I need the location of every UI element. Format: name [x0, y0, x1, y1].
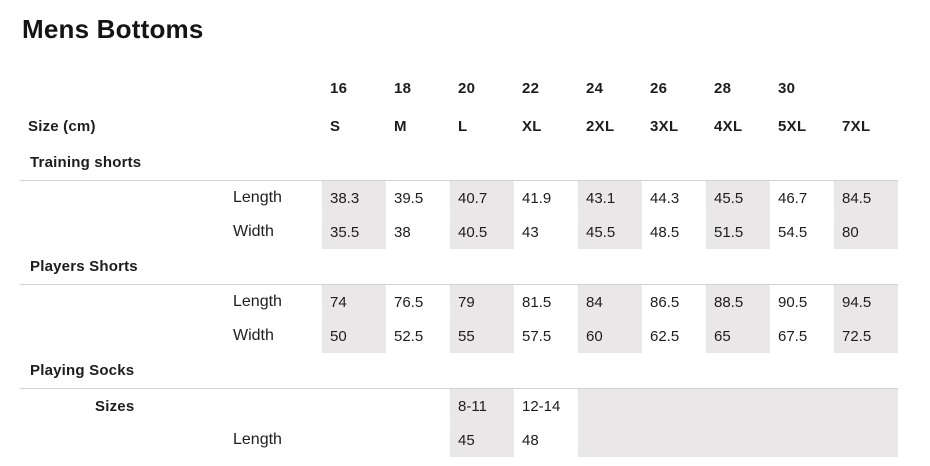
value-cell: 38	[394, 223, 411, 241]
value-cell: 72.5	[834, 319, 898, 353]
numeric-size-header-cell: 30	[778, 79, 796, 97]
size-chart-table: 16 18 20 22 24 26 28 30 Size (cm) S M L XL 2XL 3XL 4X…	[20, 69, 898, 457]
value-cell	[322, 389, 386, 423]
value-cell: 48	[522, 431, 539, 449]
letter-size-header-cell: XL	[522, 117, 542, 135]
row-label: Sizes	[95, 397, 135, 415]
value-cell: 81.5	[522, 293, 552, 311]
table-row: Length 74 76.5 79 81.5 84 86.5 88.5 90.5 94.5	[20, 285, 898, 319]
value-cell: 41.9	[522, 189, 552, 207]
row-label: Width	[233, 327, 274, 344]
numeric-size-header-row: 16 18 20 22 24 26 28 30	[20, 69, 898, 107]
value-cell: 67.5	[778, 327, 808, 345]
table-row: Length 38.3 39.5 40.7 41.9 43.1 44.3 45.5 46.7 84…	[20, 181, 898, 215]
value-cell: 12-14	[522, 397, 561, 415]
value-cell: 43.1	[578, 181, 642, 215]
value-cell: 35.5	[322, 215, 386, 249]
letter-size-header-cell: 4XL	[714, 117, 743, 135]
numeric-size-header-cell: 24	[586, 79, 604, 97]
section-title: Players Shorts	[20, 249, 898, 285]
value-cell: 84.5	[834, 181, 898, 215]
value-cell: 45	[450, 423, 514, 457]
table-row: Width 50 52.5 55 57.5 60 62.5 65 67.5 72.5	[20, 319, 898, 353]
numeric-size-header-cell: 22	[522, 79, 540, 97]
table-row: Width 35.5 38 40.5 43 45.5 48.5 51.5 54.5 80	[20, 215, 898, 249]
value-cell: 86.5	[650, 293, 680, 311]
value-cell	[386, 389, 450, 423]
value-cell: 79	[450, 285, 514, 319]
page-title: Mens Bottoms	[22, 14, 204, 44]
value-cell: 40.5	[450, 215, 514, 249]
letter-size-header-cell: L	[458, 117, 468, 135]
table-section: Playing Socks Sizes 8-11 12-14 Length 45 48	[20, 353, 898, 457]
table-section: Training shorts Length 38.3 39.5 40.7 41.9 43.…	[20, 145, 898, 249]
section-title: Playing Socks	[20, 353, 898, 389]
value-cell: 48.5	[650, 223, 680, 241]
row-label: Length	[233, 189, 282, 206]
numeric-size-header-cell: 18	[394, 79, 412, 97]
numeric-size-header-cell: 28	[714, 79, 732, 97]
value-cell: 94.5	[834, 285, 898, 319]
letter-size-header-cell: M	[394, 117, 407, 135]
value-cell: 76.5	[394, 293, 424, 311]
value-cell: 65	[706, 319, 770, 353]
value-cell: 88.5	[706, 285, 770, 319]
value-cell: 54.5	[778, 223, 808, 241]
table-row: Length 45 48	[20, 423, 898, 457]
value-cell: 90.5	[778, 293, 808, 311]
value-cell: 57.5	[522, 327, 552, 345]
size-chart-page: Mens Bottoms 16 18 20 22 24 26 28 30 Size (cm) …	[0, 14, 930, 457]
table-row: Sizes 8-11 12-14	[20, 389, 898, 423]
value-cell	[578, 389, 898, 423]
numeric-size-header-cell: 20	[458, 79, 476, 97]
size-unit-label: Size (cm)	[28, 117, 96, 135]
value-cell: 55	[450, 319, 514, 353]
letter-size-header-cell: 2XL	[586, 117, 615, 135]
value-cell	[386, 423, 450, 457]
numeric-size-header-cell: 16	[330, 79, 348, 97]
row-label: Length	[233, 293, 282, 310]
value-cell: 52.5	[394, 327, 424, 345]
value-cell: 45.5	[706, 181, 770, 215]
value-cell: 46.7	[778, 189, 808, 207]
value-cell	[322, 423, 386, 457]
value-cell: 8-11	[450, 389, 514, 423]
letter-size-header-row: Size (cm) S M L XL 2XL 3XL 4XL 5XL 7XL	[20, 107, 898, 145]
value-cell: 43	[522, 223, 539, 241]
value-cell	[578, 423, 898, 457]
value-cell: 62.5	[650, 327, 680, 345]
letter-size-header-cell: 5XL	[778, 117, 807, 135]
row-label: Width	[233, 223, 274, 240]
numeric-size-header-cell: 26	[650, 79, 668, 97]
value-cell: 84	[578, 285, 642, 319]
value-cell: 38.3	[322, 181, 386, 215]
letter-size-header-cell: 7XL	[842, 117, 871, 135]
table-section: Players Shorts Length 74 76.5 79 81.5 84 86.5 88…	[20, 249, 898, 353]
letter-size-header-cell: S	[330, 117, 341, 135]
letter-size-header-cell: 3XL	[650, 117, 679, 135]
value-cell: 39.5	[394, 189, 424, 207]
row-label: Length	[233, 431, 282, 448]
value-cell: 44.3	[650, 189, 680, 207]
value-cell: 45.5	[578, 215, 642, 249]
value-cell: 40.7	[450, 181, 514, 215]
section-title: Training shorts	[20, 145, 898, 181]
value-cell: 74	[322, 285, 386, 319]
value-cell: 51.5	[706, 215, 770, 249]
value-cell: 80	[834, 215, 898, 249]
value-cell: 60	[578, 319, 642, 353]
table-sections: Training shorts Length 38.3 39.5 40.7 41.9 43.…	[20, 145, 898, 457]
value-cell: 50	[322, 319, 386, 353]
